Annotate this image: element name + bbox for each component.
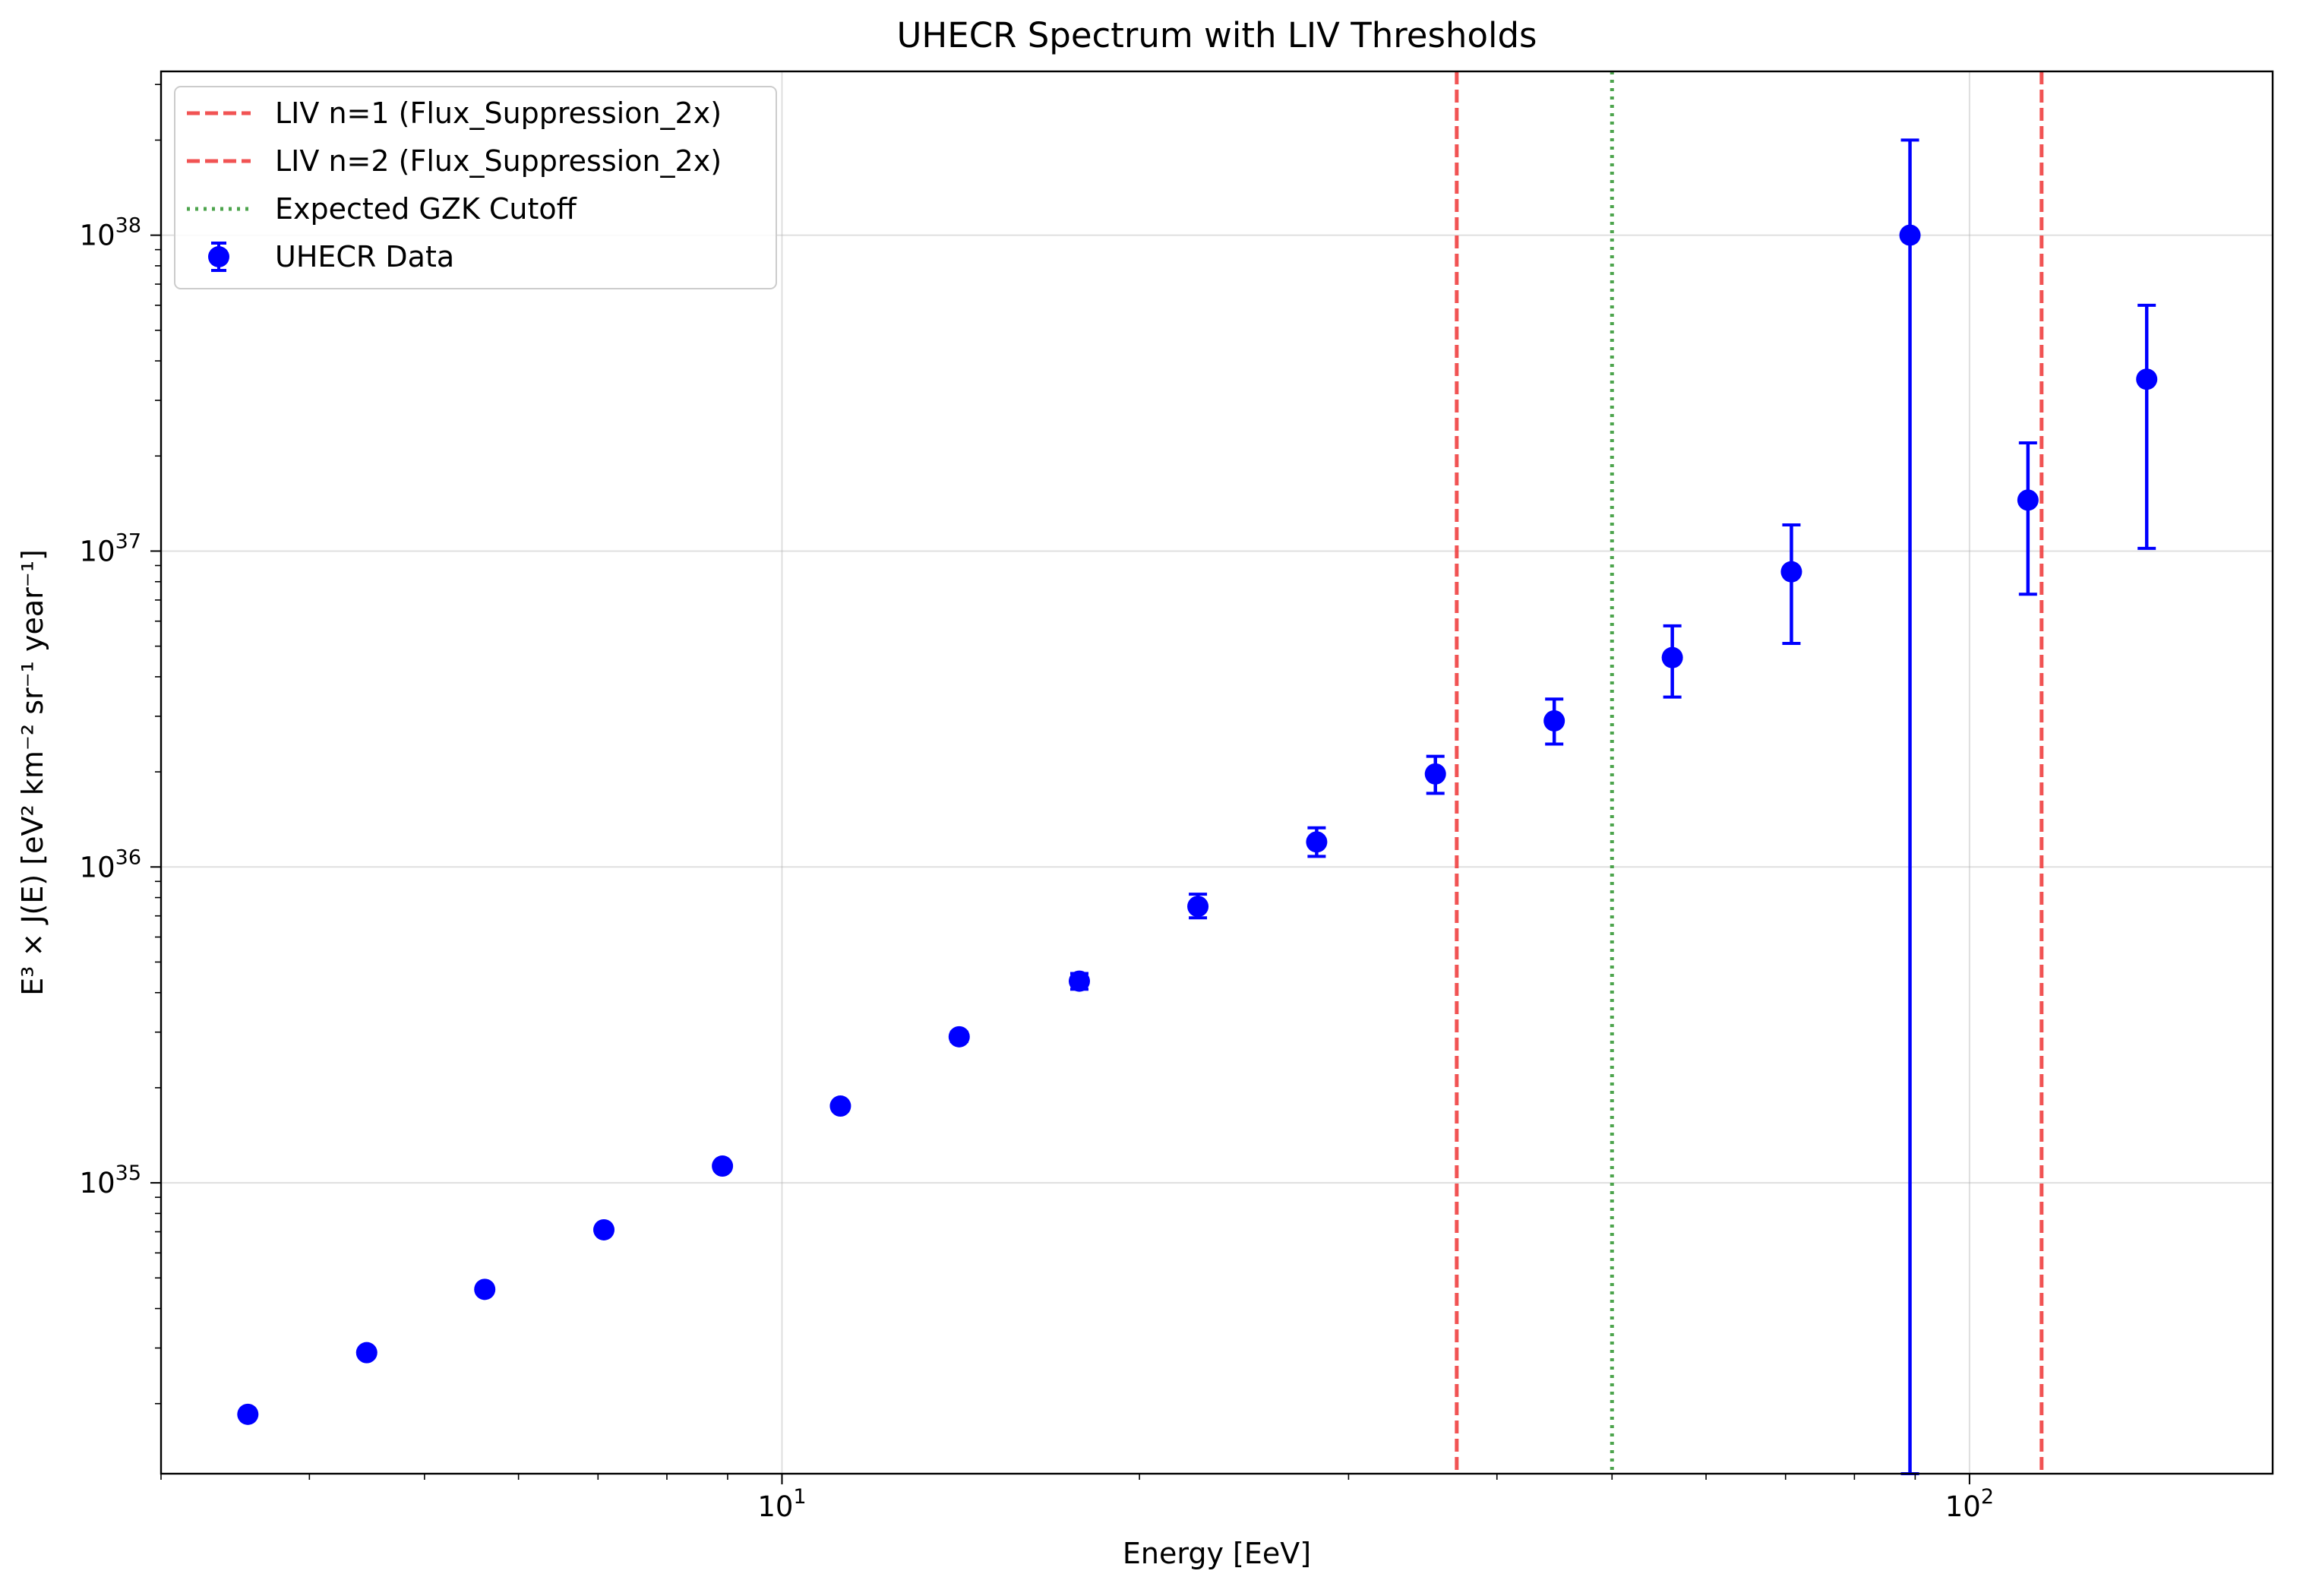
data-point xyxy=(593,1218,615,1240)
legend-label: Expected GZK Cutoff xyxy=(275,192,577,226)
data-point xyxy=(1424,763,1446,785)
data-point xyxy=(829,1095,851,1117)
data-point xyxy=(2136,368,2158,390)
grid xyxy=(161,71,2273,1474)
data-point xyxy=(1780,561,1802,583)
plot-frame xyxy=(160,70,2274,1475)
data-point xyxy=(1543,710,1565,732)
chart-title: UHECR Spectrum with LIV Thresholds xyxy=(897,15,1537,55)
data-point xyxy=(1187,896,1209,918)
data-point xyxy=(712,1155,734,1177)
data-point xyxy=(1068,970,1090,992)
x-axis-label: Energy [EeV] xyxy=(1123,1537,1311,1570)
data-point xyxy=(948,1026,970,1048)
legend-marker-swatch xyxy=(208,246,229,267)
data-point xyxy=(1899,224,1921,246)
data-point xyxy=(1661,646,1683,668)
legend-label: UHECR Data xyxy=(275,240,454,273)
threshold-lines xyxy=(1455,71,2044,1474)
legend-box xyxy=(174,86,777,289)
data-point xyxy=(1306,831,1328,853)
y-tick-label: 1036 xyxy=(80,845,141,883)
data-point xyxy=(2017,489,2039,511)
legend-label: LIV n=1 (Flux_Suppression_2x) xyxy=(275,96,722,130)
data-series xyxy=(237,138,2158,1475)
data-point xyxy=(355,1342,378,1364)
data-point xyxy=(237,1403,259,1425)
data-point xyxy=(474,1278,496,1301)
legend: LIV n=1 (Flux_Suppression_2x) LIV n=2 (Fl… xyxy=(174,86,777,289)
y-axis-label: E³ × J(E) [eV² km⁻² sr⁻¹ year⁻¹] xyxy=(16,549,49,996)
legend-label: LIV n=2 (Flux_Suppression_2x) xyxy=(275,144,722,178)
